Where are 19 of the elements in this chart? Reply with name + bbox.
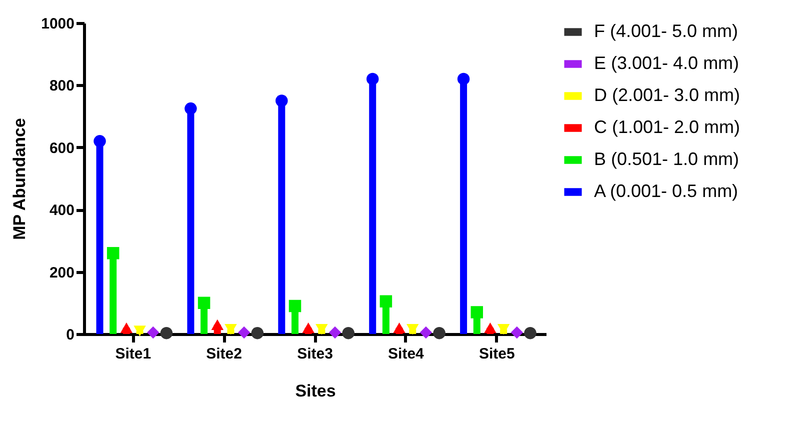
legend-label: A (0.001- 0.5 mm) xyxy=(594,181,738,201)
y-tick-label: 400 xyxy=(49,202,74,220)
x-tick-label: Site2 xyxy=(206,346,242,362)
y-tick-label: 1000 xyxy=(41,16,74,32)
legend-label: F (4.001- 5.0 mm) xyxy=(594,21,738,41)
x-tick-label: Site5 xyxy=(478,346,515,362)
x-tick-label: Site4 xyxy=(388,346,425,362)
x-tick-label: Site1 xyxy=(115,346,152,362)
legend-label: C (1.001- 2.0 mm) xyxy=(594,117,740,137)
legend-label: E (3.001- 4.0 mm) xyxy=(594,53,740,73)
y-tick-label: 0 xyxy=(66,326,74,344)
y-axis-title: MP Abundance xyxy=(10,118,30,240)
x-tick-label: Site3 xyxy=(297,346,333,362)
legend-label: B (0.501- 1.0 mm) xyxy=(594,149,740,169)
y-tick-label: 800 xyxy=(49,78,74,95)
x-axis-title: Sites xyxy=(295,382,336,400)
y-tick-label: 600 xyxy=(49,140,74,157)
y-tick-label: 200 xyxy=(49,264,74,282)
legend-label: D (2.001- 3.0 mm) xyxy=(594,85,740,105)
